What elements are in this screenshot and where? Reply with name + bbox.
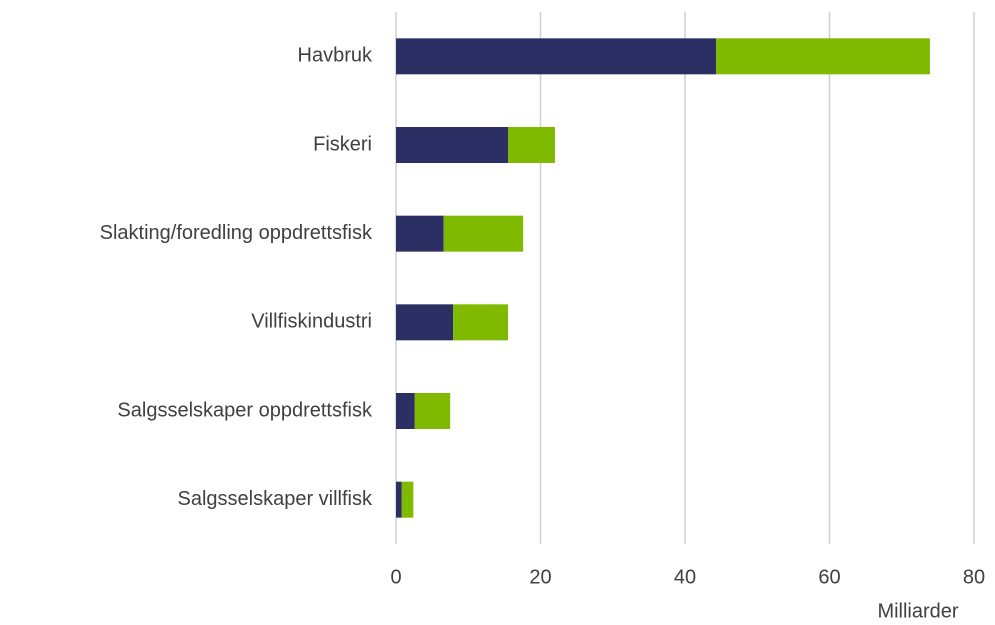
y-tick-label: Salgsselskaper villfisk: [177, 488, 373, 510]
bar-segment: [507, 127, 555, 163]
x-tick-label: 0: [390, 566, 401, 588]
bar-segment: [453, 304, 508, 341]
x-tick-label: 80: [963, 566, 985, 588]
bar-segment: [396, 481, 402, 518]
bar-segment: [396, 215, 444, 252]
x-axis-label: Milliarder: [877, 600, 958, 622]
bar-segment: [414, 393, 451, 429]
x-tick-label: 40: [674, 566, 696, 588]
bar-segment: [396, 393, 415, 429]
bar-segment: [396, 127, 508, 163]
y-tick-label: Slakting/foredling oppdrettsfisk: [100, 222, 373, 244]
y-tick-label: Havbruk: [298, 45, 373, 67]
bar-segment: [443, 215, 524, 252]
x-tick-label: 20: [529, 566, 551, 588]
bar-segment: [396, 38, 717, 75]
y-tick-label: Villfiskindustri: [251, 311, 372, 333]
bar-segment: [396, 304, 454, 341]
y-tick-label: Fiskeri: [313, 133, 372, 155]
bar-segment: [401, 481, 414, 518]
x-tick-label: 60: [818, 566, 840, 588]
bar-segment: [716, 38, 930, 75]
y-tick-label: Salgsselskaper oppdrettsfisk: [117, 399, 373, 421]
